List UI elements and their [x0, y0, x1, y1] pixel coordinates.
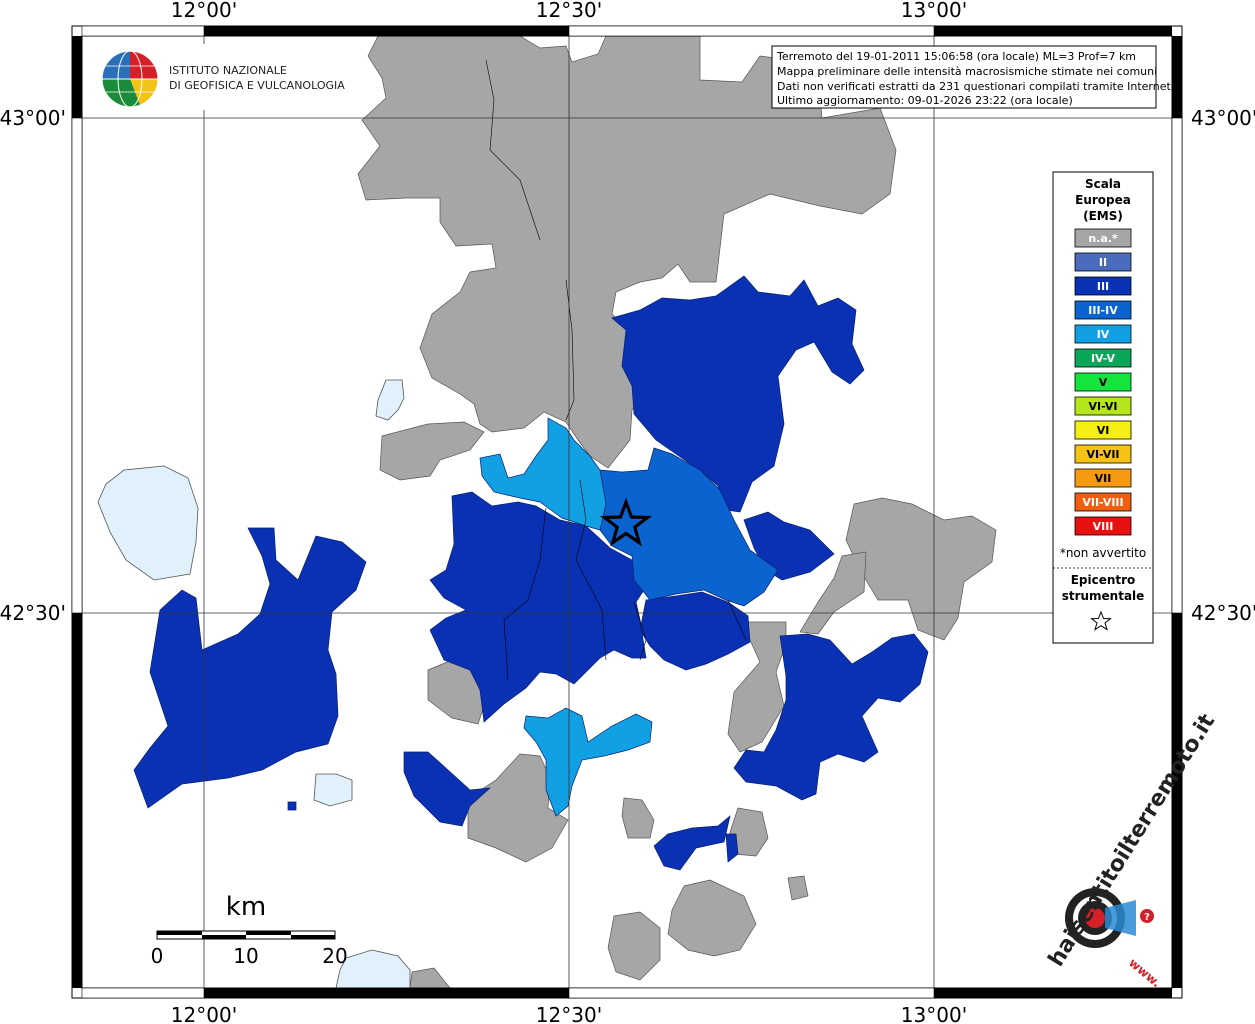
legend-chip: [1074, 348, 1132, 368]
legend-epicenter-1: Epicentro: [1071, 573, 1136, 587]
legend-chip-label: III-IV: [1088, 304, 1118, 317]
info-line-3: Dati non verificati estratti da 231 ques…: [777, 80, 1174, 93]
scale-tick-20: 20: [322, 944, 347, 968]
legend-chip-label: VI-VI: [1089, 400, 1118, 413]
legend-chip-label: VIII: [1093, 520, 1114, 533]
region-na-se3: [667, 879, 757, 957]
legend-title-1: Scala: [1085, 177, 1121, 191]
region-iii-iv-epicentral: [599, 447, 779, 607]
lake-small-2: [375, 379, 405, 421]
epicenter-star-icon: [599, 497, 653, 547]
legend-title-2: Europea: [1075, 193, 1131, 207]
region-group-iii: [133, 275, 929, 871]
legend-chip: [1074, 252, 1132, 272]
scale-unit: km: [226, 892, 266, 922]
legend-chip-label: VI-VII: [1086, 448, 1119, 461]
scale-bar: km 0 10 20: [151, 892, 348, 968]
lake-bolsena: [97, 465, 199, 581]
graticule: [82, 36, 1172, 988]
legend-chip-label: III: [1097, 280, 1109, 293]
scale-tick-0: 0: [151, 944, 164, 968]
legend-items: n.a.*IIIIIIII-IVIVIV-VVVI-VIVIVI-VIIVIIV…: [1074, 228, 1132, 536]
legend-chip-label: V: [1099, 376, 1108, 389]
region-iii-dot: [287, 801, 297, 811]
legend-chip: [1074, 444, 1132, 464]
region-iii-ne: [611, 275, 865, 513]
ingv-logo: ISTITUTO NAZIONALE DI GEOFISICA E VULCAN…: [100, 44, 345, 110]
lake-bottom: [335, 949, 411, 989]
logo-line-1: ISTITUTO NAZIONALE: [169, 64, 287, 77]
legend-chip-label: VII-VIII: [1082, 496, 1123, 509]
legend-chip-label: VI: [1097, 424, 1110, 437]
logo-line-2: DI GEOFISICA E VULCANOLOGIA: [169, 79, 345, 92]
lon-label-top-2: 12°30': [536, 0, 602, 22]
region-iii-sw: [403, 751, 492, 827]
region-na-s1: [607, 911, 661, 981]
legend-chip-label: II: [1099, 256, 1107, 269]
region-group-na: [357, 35, 997, 989]
region-group-iii-iv: [599, 447, 779, 607]
legend-chip: [1074, 228, 1132, 248]
region-na-se1: [621, 797, 655, 839]
lat-label-left-1: 43°00': [0, 106, 66, 130]
region-na-west: [379, 421, 485, 481]
lon-label-bottom-1: 12°00': [171, 1003, 237, 1024]
region-iii-s: [653, 815, 731, 871]
lat-label-right-1: 43°00': [1191, 106, 1255, 130]
scale-tick-10: 10: [233, 944, 258, 968]
info-line-2: Mappa preliminare delle intensità macros…: [777, 65, 1157, 78]
lon-label-bottom-2: 12°30': [536, 1003, 602, 1024]
legend-epicenter-2: strumentale: [1062, 589, 1145, 603]
lat-label-right-2: 42°30': [1191, 601, 1255, 625]
legend-chip-label: VII: [1095, 472, 1112, 485]
region-na-small: [787, 875, 809, 901]
legend-star-icon: [1090, 610, 1112, 631]
legend-chip: [1074, 324, 1132, 344]
lake-group: [97, 379, 411, 989]
legend-chip-label: IV: [1097, 328, 1110, 341]
region-iv-south: [523, 707, 653, 817]
legend-title-3: (EMS): [1083, 209, 1123, 223]
legend-chip: [1074, 468, 1132, 488]
region-iii-west: [133, 527, 367, 809]
legend-chip: [1074, 372, 1132, 392]
target-icon: ?: [1065, 888, 1154, 948]
region-iii-se: [733, 633, 929, 801]
legend-note: *non avvertito: [1060, 546, 1146, 560]
map-frame: [71, 25, 1183, 999]
lon-label-top-1: 12°00': [171, 0, 237, 22]
info-line-4: Ultimo aggiornamento: 09-01-2026 23:22 (…: [777, 94, 1073, 107]
region-na-se2: [729, 807, 769, 857]
region-group-iv: [479, 417, 653, 817]
legend-chip: [1074, 420, 1132, 440]
lake-small-1: [313, 773, 353, 807]
globe-icon: [101, 50, 159, 108]
legend-chip-label: n.a.*: [1088, 232, 1118, 245]
legend-chip: [1074, 492, 1132, 512]
svg-text:?: ?: [1144, 912, 1150, 923]
legend-chip: [1074, 516, 1132, 536]
legend-chip: [1074, 396, 1132, 416]
region-iv-north: [479, 417, 607, 531]
lat-label-left-2: 42°30': [0, 601, 66, 625]
region-iii-center-e: [639, 591, 751, 671]
lon-label-bottom-3: 13°00': [901, 1003, 967, 1024]
info-box: Terremoto del 19-01-2011 15:06:58 (ora l…: [771, 45, 1174, 109]
legend-chip-label: IV-V: [1091, 352, 1116, 365]
region-na-east: [845, 497, 997, 641]
region-iii-s2: [725, 833, 739, 863]
region-na-east2: [799, 551, 867, 635]
info-line-1: Terremoto del 19-01-2011 15:06:58 (ora l…: [776, 50, 1136, 63]
legend-chip: [1074, 300, 1132, 320]
lon-label-top-3: 13°00': [901, 0, 967, 22]
legend: Scala Europea (EMS) n.a.*IIIIIIII-IVIVIV…: [1052, 171, 1154, 644]
legend-chip: [1074, 276, 1132, 296]
